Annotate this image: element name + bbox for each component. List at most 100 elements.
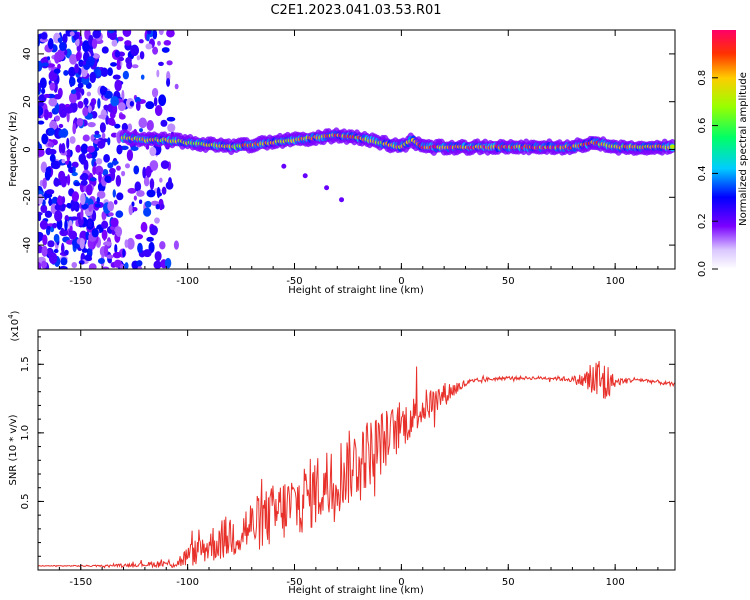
- heatmap-noise-cell: [114, 50, 121, 58]
- heatmap-noise-cell: [115, 174, 122, 187]
- heatmap-noise-cell: [114, 123, 121, 129]
- heatmap-noise-cell: [101, 132, 106, 140]
- heatmap-noise-cell: [131, 201, 135, 207]
- heatmap-noise-cell: [124, 262, 129, 269]
- heatmap-noise-cell: [156, 69, 160, 78]
- heatmap-noise-cell: [155, 204, 160, 210]
- heatmap-noise-cell: [114, 79, 122, 92]
- heatmap-noise-cell: [107, 67, 113, 77]
- heatmap-noise-cell: [40, 32, 48, 40]
- x-tick-label: 50: [502, 577, 515, 588]
- heatmap-noise-cell: [154, 251, 162, 262]
- heatmap-noise-cell: [48, 111, 53, 119]
- heatmap-noise-cell: [61, 196, 66, 204]
- heatmap-noise-cell: [142, 166, 147, 179]
- heatmap-noise-cell: [128, 204, 133, 216]
- spectrogram-panel: -150 -100 -50 0 50 100 -40 -20 0 20 40 Height of …: [8, 29, 676, 296]
- heatmap-noise-cell: [136, 260, 143, 267]
- heatmap-noise-cell: [96, 68, 102, 77]
- heatmap-noise-cell: [44, 210, 53, 218]
- colorbar-gradient: [712, 30, 736, 269]
- heatmap-noise-cell: [65, 239, 74, 245]
- heatmap-noise-cell: [88, 263, 97, 269]
- heatmap-noise-cell: [53, 94, 62, 100]
- heatmap-noise-cell: [54, 52, 60, 64]
- heatmap-noise-cell: [117, 102, 126, 112]
- spectrogram-x-ticks: -150 -100 -50 0 50 100: [37, 30, 659, 287]
- heatmap-noise-cell: [73, 181, 81, 187]
- heatmap-noise-cell: [38, 105, 44, 117]
- heatmap-noise-cell: [152, 46, 159, 55]
- heatmap-noise-cell: [82, 134, 90, 142]
- heatmap-noise-cell: [143, 176, 150, 187]
- heatmap-noise-cell: [47, 141, 54, 147]
- heatmap-noise-cell: [135, 100, 141, 111]
- heatmap-noise-cell: [158, 94, 167, 107]
- y-tick-label: 1.5: [20, 356, 31, 372]
- heatmap-noise-cell: [112, 251, 122, 259]
- heatmap-noise-cell: [57, 37, 63, 43]
- heatmap-noise-cell: [136, 55, 141, 61]
- heatmap-noise-cell: [85, 184, 93, 196]
- heatmap-noise-cell: [52, 222, 58, 229]
- heatmap-noise-cell: [49, 226, 55, 233]
- heatmap-noise-cell: [153, 96, 158, 107]
- heatmap-noise-cell: [60, 227, 65, 235]
- heatmap-noise-cell: [86, 91, 92, 97]
- heatmap-noise-cell: [64, 219, 68, 231]
- heatmap-noise-cell: [126, 237, 135, 250]
- heatmap-noise-cell: [71, 191, 80, 202]
- heatmap-noise-cell: [49, 154, 56, 163]
- heatmap-noise-cell: [140, 221, 148, 233]
- heatmap-tail-blob: [281, 163, 287, 169]
- heatmap-noise-cell: [40, 161, 48, 173]
- x-tick-label: -100: [176, 577, 199, 588]
- heatmap-noise-cell: [157, 40, 161, 46]
- heatmap-noise-cell: [68, 76, 76, 87]
- snr-frame: [37, 329, 676, 571]
- heatmap-noise-cell: [38, 231, 42, 243]
- heatmap-noise-cell: [122, 248, 126, 258]
- heatmap-noise-cell: [87, 219, 93, 228]
- heatmap-noise-cell: [75, 51, 82, 61]
- heatmap-noise-cell: [124, 163, 131, 169]
- heatmap-noise-cell: [134, 181, 142, 192]
- heatmap-noise-cell: [146, 119, 154, 131]
- heatmap-noise-cell: [69, 136, 76, 144]
- heatmap-noise-cell: [61, 142, 66, 154]
- colorbar-tick-label: 0.6: [697, 118, 708, 134]
- heatmap-noise-cell: [107, 162, 114, 169]
- heatmap-noise-cell: [53, 177, 60, 187]
- heatmap-noise-cell: [53, 68, 61, 74]
- heatmap-noise-cell: [38, 213, 42, 222]
- heatmap-noise-cell: [60, 176, 67, 188]
- heatmap-noise-cell: [75, 144, 82, 153]
- heatmap-noise-cell: [102, 168, 109, 177]
- heatmap-noise-cell: [160, 203, 165, 210]
- snr-y-label: SNR (10 * v/v): [8, 414, 19, 485]
- heatmap-noise-cell: [145, 101, 155, 110]
- heatmap-noise-cell: [46, 225, 51, 231]
- heatmap-noise-cell: [116, 144, 123, 155]
- heatmap-noise-cell: [145, 165, 152, 178]
- heatmap-noise-cell: [154, 105, 163, 117]
- heatmap-noise-cell: [127, 187, 137, 194]
- heatmap-noise-cell: [110, 62, 118, 67]
- heatmap-noise-cell: [140, 74, 145, 80]
- y-tick-label: 0: [22, 146, 33, 152]
- x-tick-label: -50: [286, 577, 302, 588]
- heatmap-noise-cell: [174, 83, 179, 90]
- x-tick-label: 100: [606, 577, 625, 588]
- heatmap-noise-cell: [97, 140, 106, 149]
- heatmap-noise-cell: [107, 30, 115, 34]
- heatmap-noise-cell: [59, 108, 67, 118]
- heatmap-noise-cell: [104, 175, 112, 183]
- heatmap-noise-cell: [121, 89, 125, 102]
- x-tick-label: 50: [502, 276, 515, 287]
- heatmap-noise-cell: [110, 217, 119, 228]
- heatmap-noise-cell: [131, 64, 139, 69]
- heatmap-noise-cell: [97, 98, 101, 109]
- heatmap-noise-cell: [38, 193, 44, 205]
- heatmap-noise-cell: [69, 54, 78, 65]
- heatmap-noise-cell: [149, 178, 155, 190]
